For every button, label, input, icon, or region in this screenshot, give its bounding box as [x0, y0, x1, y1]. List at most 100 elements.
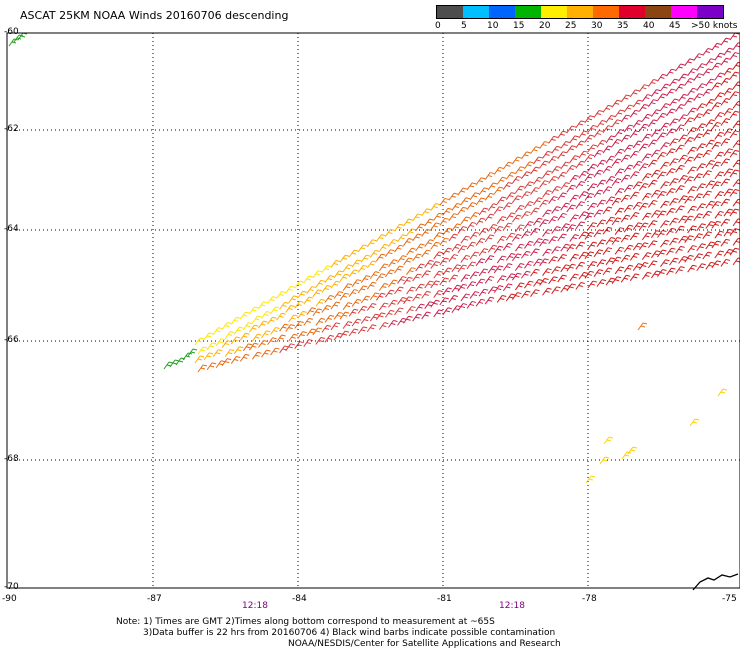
- wind-barb: [611, 217, 622, 226]
- wind-barb: [397, 296, 407, 305]
- wind-barb: [729, 208, 740, 217]
- wind-barb: [496, 196, 507, 205]
- wind-barb: [451, 202, 462, 211]
- wind-barb: [493, 285, 504, 293]
- wind-barb: [587, 222, 598, 230]
- wind-barb: [421, 228, 431, 237]
- wind-barb: [605, 135, 616, 144]
- wind-barb: [575, 160, 585, 169]
- wind-barb: [632, 242, 643, 251]
- wind-barb: [720, 118, 731, 126]
- wind-barb: [629, 232, 640, 241]
- wind-barb: [584, 270, 595, 279]
- wind-barb: [593, 269, 604, 277]
- legend-tick-label: 35: [617, 21, 629, 31]
- wind-barb: [650, 210, 661, 218]
- wind-barb: [602, 267, 613, 276]
- legend-swatch: [645, 6, 671, 18]
- wind-barb: [297, 310, 307, 319]
- wind-barb: [339, 311, 350, 320]
- wind-barb: [620, 174, 631, 183]
- wind-barb: [551, 266, 561, 275]
- wind-barb: [620, 194, 631, 203]
- wind-barb: [614, 266, 625, 275]
- wind-barb: [348, 269, 359, 278]
- wind-barb: [714, 112, 724, 120]
- wind-barb: [566, 184, 576, 193]
- wind-barb: [675, 266, 685, 274]
- legend-swatch: [697, 6, 723, 18]
- wind-barb: [714, 52, 724, 61]
- time-label: 12:18: [499, 601, 525, 611]
- wind-barb: [723, 248, 734, 257]
- wind-barb: [723, 108, 734, 116]
- wind-barb: [267, 296, 277, 304]
- wind-barb: [711, 240, 721, 249]
- wind-barb: [675, 185, 685, 193]
- legend-tick-label: 10: [487, 21, 499, 31]
- wind-barb: [351, 259, 362, 268]
- wind-barb: [439, 197, 449, 206]
- wind-barb: [614, 187, 625, 196]
- wind-barb: [514, 224, 525, 233]
- wind-barb: [415, 263, 425, 272]
- wind-barb: [584, 173, 595, 182]
- wind-barb: [366, 281, 377, 290]
- wind-barb: [324, 334, 335, 343]
- wind-barb: [705, 58, 715, 66]
- wind-barb: [614, 129, 625, 137]
- wind-barb: [276, 312, 286, 321]
- wind-barb: [487, 265, 498, 274]
- wind-barb: [714, 72, 724, 81]
- wind-barb: [614, 109, 625, 118]
- wind-barb: [457, 264, 468, 273]
- wind-barb: [424, 259, 434, 268]
- wind-barb: [605, 237, 616, 245]
- wind-barb: [303, 339, 313, 347]
- wind-barb: [557, 212, 567, 221]
- wind-barb: [623, 184, 634, 193]
- wind-barb: [270, 306, 280, 315]
- wind-barb: [693, 233, 703, 242]
- wind-barb: [603, 436, 614, 445]
- wind-barb: [469, 212, 480, 220]
- wind-barb: [732, 81, 740, 90]
- legend-swatch: [437, 6, 463, 18]
- wind-barb: [557, 192, 567, 201]
- wind-barb: [687, 87, 697, 96]
- wind-barb: [487, 182, 498, 191]
- wind-barb: [623, 264, 634, 273]
- wind-barb: [457, 303, 468, 311]
- wind-barb: [623, 244, 634, 253]
- wind-barb: [675, 104, 685, 112]
- wind-barb: [587, 144, 598, 153]
- wind-barb: [647, 139, 658, 148]
- wind-barb: [587, 183, 598, 192]
- wind-barb: [720, 198, 731, 207]
- wind-barb: [693, 173, 703, 182]
- wind-barb: [369, 313, 380, 322]
- legend-swatch: [671, 6, 697, 18]
- wind-barb: [705, 98, 715, 107]
- wind-barb: [230, 356, 241, 364]
- wind-barbs: [8, 32, 740, 484]
- wind-barb: [575, 201, 585, 209]
- wind-barb: [641, 94, 652, 102]
- wind-barb: [593, 169, 604, 178]
- wind-barb: [478, 248, 489, 256]
- wind-barb: [315, 298, 326, 307]
- wind-barb: [339, 292, 350, 301]
- wind-barb: [493, 245, 504, 254]
- wind-barb: [511, 175, 522, 184]
- wind-barb: [457, 206, 468, 215]
- wind-barb: [239, 353, 250, 362]
- wind-barb: [732, 140, 740, 148]
- wind-barb: [657, 249, 667, 258]
- wind-barb: [484, 172, 495, 180]
- wind-barb: [285, 324, 295, 332]
- wind-barb: [584, 251, 595, 260]
- wind-barb: [578, 191, 588, 199]
- wind-barb: [620, 274, 631, 283]
- wind-barb: [657, 190, 667, 199]
- wind-barb: [669, 138, 679, 147]
